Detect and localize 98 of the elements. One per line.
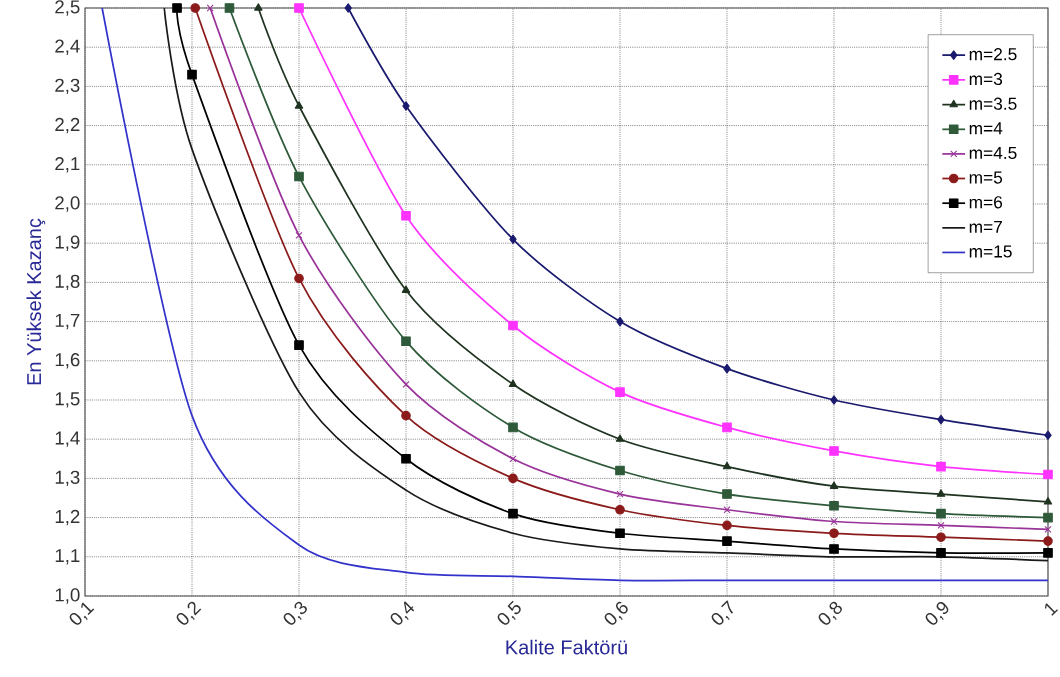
point bbox=[722, 422, 732, 433]
x-tick-label: 0,4 bbox=[390, 601, 415, 625]
point bbox=[722, 536, 732, 546]
point bbox=[937, 414, 945, 425]
point bbox=[187, 69, 197, 80]
point bbox=[508, 508, 518, 519]
y-tick-label: 1,6 bbox=[55, 353, 80, 369]
point bbox=[937, 521, 945, 529]
point bbox=[1043, 469, 1053, 480]
point bbox=[509, 455, 517, 463]
legend-label: m=7 bbox=[969, 220, 1002, 233]
point bbox=[254, 3, 263, 11]
point bbox=[344, 3, 352, 13]
legend-label: m=4 bbox=[969, 122, 1003, 135]
x-tick-label: 0,3 bbox=[283, 601, 307, 625]
point bbox=[401, 285, 411, 293]
point bbox=[509, 234, 517, 245]
point bbox=[616, 316, 624, 327]
y-tick-label: 2,3 bbox=[55, 78, 80, 95]
point bbox=[401, 410, 411, 421]
x-tick-label: 0,8 bbox=[818, 601, 842, 625]
point bbox=[1043, 512, 1053, 523]
y-tick-label: 1,0 bbox=[55, 588, 80, 604]
point bbox=[829, 481, 839, 489]
legend-label: m=3.5 bbox=[969, 97, 1017, 110]
x-tick-label: 1 bbox=[1044, 603, 1058, 616]
legend-label: m=6 bbox=[969, 196, 1003, 209]
point bbox=[224, 3, 235, 13]
x-tick-label: 0,2 bbox=[176, 601, 202, 625]
y-tick-label: 1,1 bbox=[55, 549, 80, 565]
point bbox=[1043, 536, 1053, 546]
y-tick-label: 2,1 bbox=[55, 157, 80, 173]
point bbox=[615, 434, 625, 442]
point bbox=[830, 517, 838, 526]
point bbox=[615, 504, 625, 515]
point bbox=[402, 101, 410, 111]
point bbox=[508, 320, 518, 331]
x-tick-label: 0,7 bbox=[711, 600, 734, 625]
x-axis-title: Kalite Faktörü bbox=[506, 639, 627, 655]
legend-label: m=2.5 bbox=[969, 48, 1017, 61]
point bbox=[294, 101, 304, 109]
y-tick-label: 1,7 bbox=[55, 313, 80, 330]
point bbox=[295, 231, 303, 239]
point bbox=[401, 453, 411, 464]
point bbox=[294, 273, 304, 284]
point bbox=[722, 520, 732, 531]
x-tick-label: 0,5 bbox=[497, 600, 521, 625]
x-tick-label: 0,1 bbox=[69, 602, 95, 625]
point bbox=[615, 528, 625, 539]
point bbox=[830, 395, 838, 405]
y-axis-title: En Yüksek Kazanç bbox=[26, 218, 46, 385]
x-tick-label: 0,9 bbox=[925, 601, 949, 625]
legend-label: m=15 bbox=[969, 245, 1012, 258]
y-tick-label: 1,9 bbox=[55, 235, 80, 251]
y-tick-label: 1,5 bbox=[55, 392, 80, 408]
point bbox=[829, 446, 839, 456]
point bbox=[294, 171, 304, 182]
y-tick-label: 1,3 bbox=[55, 470, 80, 487]
y-tick-label: 1,8 bbox=[55, 274, 80, 291]
y-tick-label: 2,2 bbox=[55, 117, 80, 134]
point bbox=[294, 3, 304, 13]
legend-label: m=5 bbox=[969, 171, 1003, 184]
point bbox=[508, 473, 518, 484]
point bbox=[402, 380, 410, 388]
y-tick-label: 2,0 bbox=[55, 196, 80, 212]
point bbox=[615, 465, 625, 476]
point bbox=[936, 461, 946, 472]
point bbox=[829, 544, 839, 554]
legend-label: m=4.5 bbox=[969, 146, 1017, 160]
point bbox=[936, 532, 946, 542]
point bbox=[829, 528, 839, 539]
point bbox=[1043, 548, 1053, 558]
point bbox=[723, 506, 731, 514]
point bbox=[829, 501, 839, 511]
point bbox=[190, 3, 201, 13]
point bbox=[294, 340, 304, 350]
x-tick-label: 0,6 bbox=[604, 601, 628, 625]
point bbox=[206, 4, 214, 12]
point bbox=[936, 489, 946, 497]
point bbox=[401, 210, 411, 221]
point bbox=[936, 508, 946, 519]
legend-label: m=3 bbox=[969, 72, 1003, 86]
point bbox=[936, 548, 946, 558]
y-tick-label: 1,4 bbox=[55, 431, 80, 447]
point bbox=[615, 387, 625, 397]
point bbox=[1043, 497, 1053, 505]
point bbox=[508, 422, 518, 433]
point bbox=[508, 379, 518, 387]
y-tick-label: 2,4 bbox=[55, 39, 80, 55]
point bbox=[172, 3, 182, 13]
y-tick-label: 1,2 bbox=[55, 509, 80, 526]
point bbox=[401, 336, 411, 346]
point bbox=[722, 489, 732, 499]
point bbox=[1044, 430, 1052, 441]
point bbox=[723, 363, 731, 374]
y-tick-label: 2,5 bbox=[55, 0, 80, 16]
point bbox=[1044, 525, 1052, 533]
point bbox=[722, 461, 732, 470]
